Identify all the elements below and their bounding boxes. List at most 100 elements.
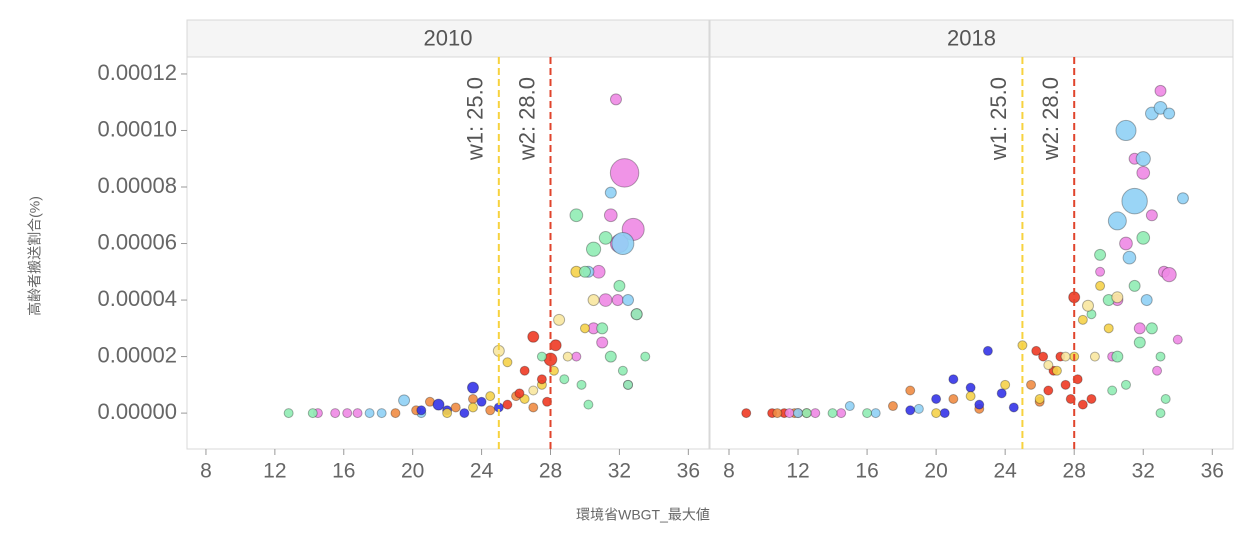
point bbox=[1008, 402, 1019, 413]
point bbox=[862, 408, 873, 419]
point bbox=[583, 399, 594, 410]
point bbox=[1043, 360, 1054, 371]
point bbox=[640, 351, 651, 362]
point bbox=[1111, 350, 1124, 363]
point bbox=[965, 391, 976, 402]
threshold-label: w2: 28.0 bbox=[514, 77, 539, 161]
panel-title: 2010 bbox=[424, 25, 473, 50]
point bbox=[485, 391, 496, 402]
point bbox=[398, 394, 411, 407]
point bbox=[1128, 279, 1141, 292]
point bbox=[1038, 351, 1049, 362]
point bbox=[432, 398, 445, 411]
point bbox=[536, 351, 547, 362]
y-tick-label: 0.00000 bbox=[97, 399, 177, 424]
point bbox=[559, 374, 570, 385]
point bbox=[1176, 192, 1189, 205]
point bbox=[598, 231, 613, 245]
point bbox=[585, 241, 602, 257]
point bbox=[390, 408, 401, 419]
point bbox=[579, 323, 590, 334]
point bbox=[442, 408, 453, 419]
point bbox=[376, 408, 387, 419]
point bbox=[1060, 351, 1071, 362]
y-tick-label: 0.00010 bbox=[97, 116, 177, 141]
x-tick-label: 28 bbox=[1063, 460, 1086, 483]
x-tick-label: 20 bbox=[401, 460, 424, 483]
point bbox=[1000, 379, 1011, 390]
point bbox=[1107, 211, 1127, 231]
point bbox=[1135, 151, 1151, 167]
point bbox=[772, 408, 783, 419]
point bbox=[1089, 351, 1100, 362]
point bbox=[1145, 322, 1158, 335]
panel bbox=[186, 56, 710, 450]
point bbox=[931, 408, 942, 419]
point bbox=[870, 408, 881, 419]
point bbox=[784, 408, 795, 419]
point bbox=[1163, 107, 1176, 120]
point bbox=[1136, 231, 1151, 245]
point bbox=[827, 408, 838, 419]
point bbox=[467, 393, 478, 404]
point bbox=[1115, 119, 1137, 142]
point bbox=[741, 408, 752, 419]
point bbox=[352, 408, 363, 419]
point bbox=[576, 379, 587, 390]
x-tick-label: 12 bbox=[786, 460, 809, 483]
point bbox=[948, 374, 959, 385]
point bbox=[609, 158, 640, 188]
point bbox=[528, 385, 539, 396]
point bbox=[596, 336, 609, 349]
point bbox=[596, 322, 609, 335]
threshold-label: w1: 25.0 bbox=[463, 77, 488, 161]
point bbox=[514, 388, 525, 399]
point bbox=[528, 402, 539, 413]
x-tick-label: 36 bbox=[677, 460, 700, 483]
point bbox=[844, 401, 855, 412]
point bbox=[836, 408, 847, 419]
point bbox=[974, 399, 985, 410]
point bbox=[1060, 379, 1071, 390]
point bbox=[1086, 393, 1097, 404]
point bbox=[793, 408, 804, 419]
point bbox=[1160, 393, 1171, 404]
point bbox=[1145, 209, 1158, 222]
point bbox=[1121, 187, 1148, 215]
point bbox=[1136, 166, 1151, 180]
point bbox=[459, 408, 470, 419]
point bbox=[553, 313, 566, 326]
y-tick-label: 0.00006 bbox=[97, 229, 177, 254]
strip bbox=[186, 19, 710, 58]
x-tick-label: 8 bbox=[200, 460, 212, 483]
y-axis-label: 高齢者搬送割合(%) bbox=[27, 196, 43, 316]
point bbox=[1031, 345, 1042, 356]
point bbox=[1122, 250, 1137, 265]
point bbox=[519, 365, 530, 376]
point bbox=[604, 186, 617, 199]
point bbox=[549, 339, 562, 352]
y-tick-label: 0.00002 bbox=[97, 342, 177, 367]
point bbox=[1140, 294, 1153, 307]
x-tick-label: 28 bbox=[539, 460, 562, 483]
x-tick-label: 20 bbox=[924, 460, 947, 483]
x-tick-label: 32 bbox=[1132, 460, 1155, 483]
point bbox=[598, 293, 613, 307]
point bbox=[611, 294, 624, 307]
point bbox=[1172, 334, 1183, 345]
point bbox=[330, 408, 341, 419]
point bbox=[527, 330, 540, 343]
point bbox=[1034, 393, 1045, 404]
threshold-label: w1: 25.0 bbox=[986, 77, 1011, 161]
point bbox=[1155, 351, 1166, 362]
point bbox=[1107, 385, 1118, 396]
strip bbox=[709, 19, 1234, 58]
point bbox=[611, 232, 635, 256]
point bbox=[364, 408, 375, 419]
point bbox=[982, 345, 993, 356]
point bbox=[1077, 399, 1088, 410]
point bbox=[609, 93, 622, 106]
point bbox=[502, 357, 513, 368]
point bbox=[913, 403, 924, 414]
